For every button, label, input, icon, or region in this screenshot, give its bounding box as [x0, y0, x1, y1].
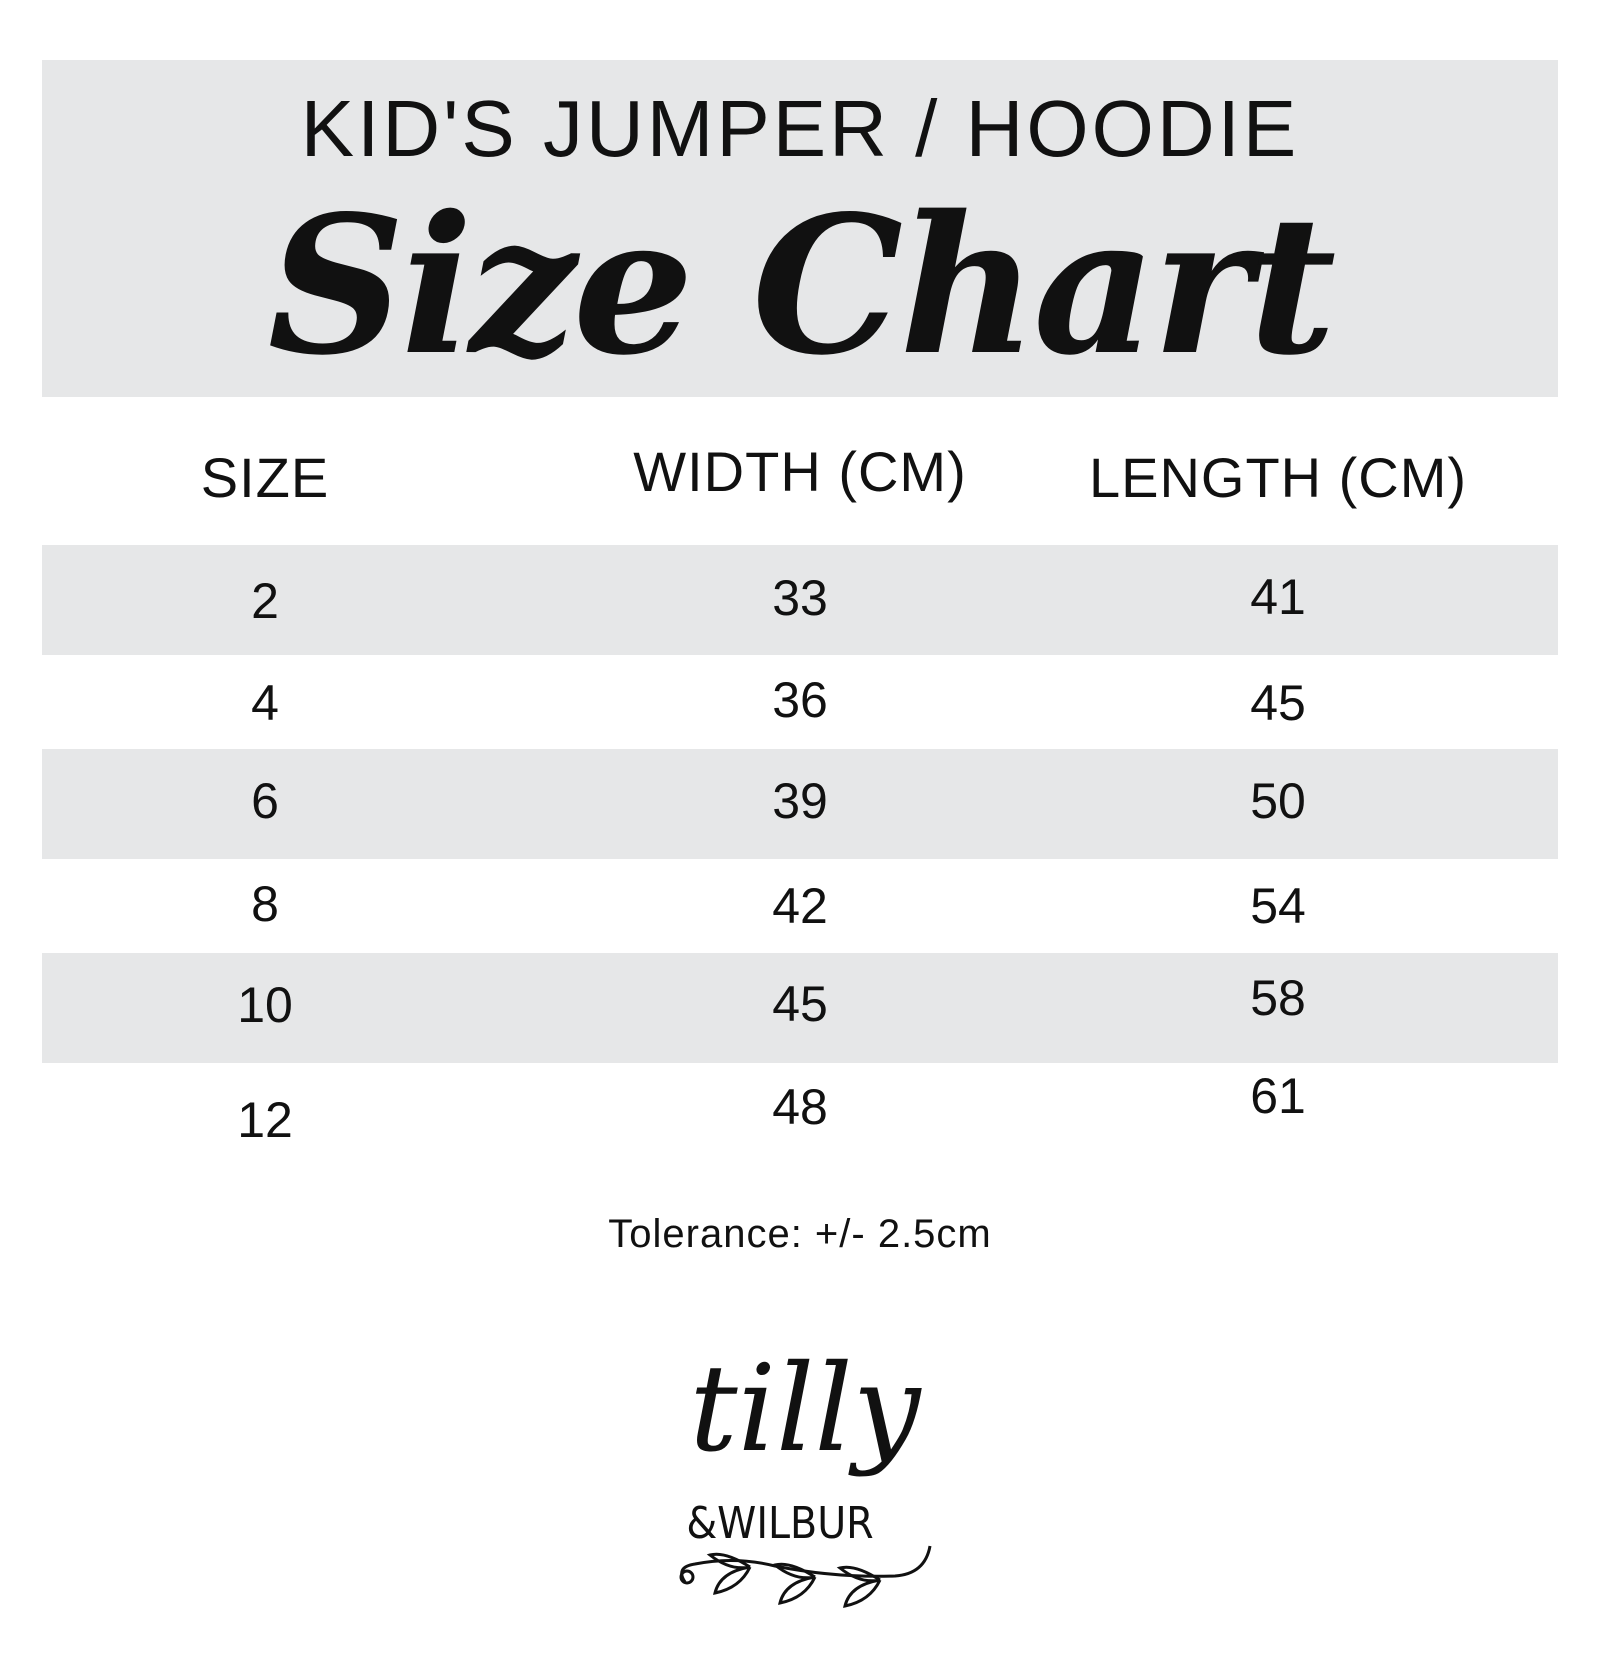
length-cell: 45 [1250, 675, 1306, 731]
tilly-wilbur-logo: tilly &WILBUR [679, 1340, 932, 1608]
length-cell: 41 [1250, 569, 1306, 625]
width-cell: 42 [772, 878, 828, 934]
row-band [42, 749, 1558, 859]
brand-logo: tilly &WILBUR [665, 1320, 945, 1610]
leaf-branch-icon [679, 1545, 932, 1608]
column-header-size: SIZE [200, 446, 330, 509]
width-cell: 33 [772, 570, 828, 626]
size-cell: 8 [251, 876, 279, 932]
subtitle: KID'S JUMPER / HOODIE [300, 84, 1300, 173]
size-cell: 12 [237, 1092, 293, 1148]
size-cell: 2 [251, 573, 279, 629]
row-band [42, 545, 1558, 655]
width-cell: 39 [772, 773, 828, 829]
length-cell: 54 [1250, 878, 1306, 934]
length-cell: 58 [1250, 970, 1306, 1026]
width-cell: 45 [772, 976, 828, 1032]
header-banner [42, 60, 1558, 397]
length-cell: 50 [1250, 773, 1306, 829]
column-header-width: WIDTH (CM) [633, 440, 967, 503]
width-cell: 48 [772, 1079, 828, 1135]
svg-text:&WILBUR: &WILBUR [686, 1498, 873, 1549]
row-band [42, 953, 1558, 1063]
column-header-length: LENGTH (CM) [1088, 446, 1468, 509]
size-cell: 4 [251, 675, 279, 731]
size-cell: 6 [251, 773, 279, 829]
page-title: Size Chart [267, 174, 1337, 397]
tolerance-note: Tolerance: +/- 2.5cm [608, 1212, 992, 1256]
svg-text:tilly: tilly [689, 1340, 922, 1479]
width-cell: 36 [772, 672, 828, 728]
size-cell: 10 [237, 977, 293, 1033]
length-cell: 61 [1250, 1068, 1306, 1124]
